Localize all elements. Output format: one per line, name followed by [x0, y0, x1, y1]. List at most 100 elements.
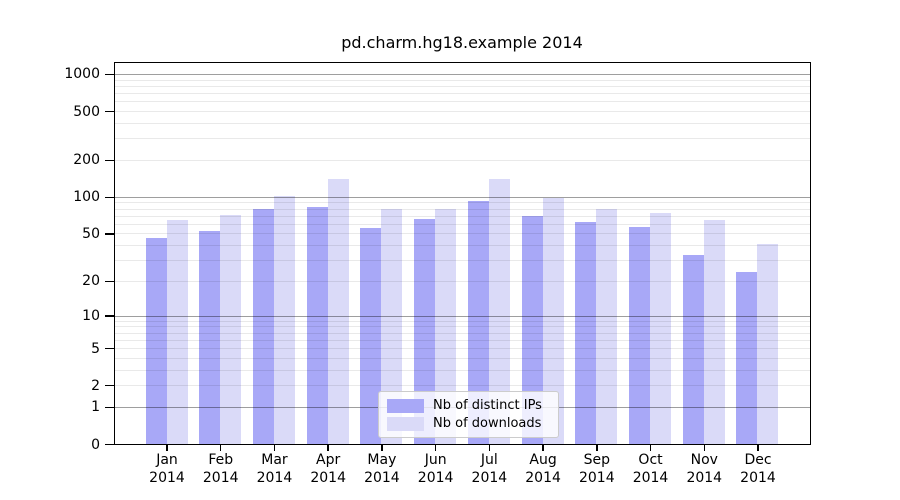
bar-jan-downloads: [166, 219, 188, 444]
y-tick-mark-1: [105, 406, 114, 409]
gridline-7: [115, 332, 810, 334]
bar-dec-distinct-ips: [736, 271, 758, 444]
bar-mar-distinct-ips: [252, 208, 274, 444]
x-tick-label-sep: Sep: [583, 452, 610, 468]
bar-aug-downloads: [542, 198, 564, 444]
legend-entry-distinct-ips: Nb of distinct IPs: [387, 398, 550, 413]
gridline-8: [115, 326, 810, 328]
bar-feb-distinct-ips: [199, 231, 221, 444]
x-tick-label-feb: Feb: [208, 452, 234, 468]
x-tick-mark-sep: [596, 444, 598, 451]
x-tick-year-may: 2014: [364, 470, 400, 486]
y-tick-label-20: 20: [82, 273, 100, 290]
x-tick-mark-jul: [488, 444, 491, 451]
x-tick-mark-aug: [542, 444, 544, 451]
y-tick-label-10: 10: [82, 308, 100, 325]
x-tick-label-jul: Jul: [480, 452, 498, 468]
legend-swatch-downloads: [387, 416, 424, 431]
x-tick-label-nov: Nov: [690, 452, 718, 468]
x-tick-year-nov: 2014: [686, 470, 723, 486]
gridline-600: [115, 101, 810, 103]
y-tick-mark-20: [105, 280, 114, 283]
x-tick-label-jan: Jan: [156, 452, 178, 468]
x-tick-year-jun: 2014: [417, 470, 454, 486]
bar-jun-distinct-ips: [414, 218, 436, 444]
x-tick-mark-may: [381, 444, 383, 451]
bar-aug-distinct-ips: [521, 216, 543, 444]
gridline-80: [115, 208, 810, 210]
gridline-70: [115, 215, 810, 217]
x-tick-mark-jun: [434, 444, 437, 451]
gridline-30: [115, 260, 810, 262]
y-tick-mark-2: [105, 384, 114, 387]
bar-oct-downloads: [650, 212, 672, 444]
gridline-300: [115, 138, 810, 140]
x-tick-mark-apr: [327, 444, 329, 451]
x-tick-label-dec: Dec: [744, 452, 772, 468]
y-tick-mark-5: [105, 347, 114, 350]
x-tick-label-aug: Aug: [529, 452, 557, 468]
gridline-100: [115, 196, 810, 198]
bar-oct-distinct-ips: [629, 226, 651, 444]
bar-jan-distinct-ips: [145, 237, 167, 444]
y-tick-label-2: 2: [91, 377, 100, 394]
bar-jun-downloads: [435, 208, 457, 444]
bar-nov-distinct-ips: [682, 255, 704, 444]
x-tick-year-mar: 2014: [256, 470, 293, 486]
x-tick-label-mar: Mar: [261, 452, 288, 468]
gridline-1000: [115, 73, 810, 75]
bar-apr-distinct-ips: [306, 207, 328, 444]
chart-title: pd.charm.hg18.example 2014: [341, 33, 583, 52]
y-tick-label-5: 5: [91, 340, 100, 357]
bar-sep-distinct-ips: [575, 222, 597, 444]
x-tick-mark-dec: [757, 444, 759, 451]
x-tick-label-oct: Oct: [638, 452, 663, 468]
bar-apr-downloads: [327, 178, 349, 444]
bar-dec-downloads: [757, 243, 779, 444]
bars-layer: [115, 63, 810, 444]
x-tick-year-dec: 2014: [740, 470, 776, 486]
x-tick-year-jan: 2014: [149, 470, 185, 486]
gridline-90: [115, 202, 810, 204]
legend-swatch-distinct-ips: [387, 398, 424, 413]
bar-nov-downloads: [703, 219, 725, 444]
bar-mar-downloads: [273, 196, 295, 444]
x-tick-year-oct: 2014: [632, 470, 669, 486]
gridline-2: [115, 385, 810, 387]
y-tick-mark-10: [105, 315, 114, 317]
x-tick-mark-nov: [703, 444, 705, 451]
x-tick-mark-oct: [649, 444, 652, 451]
gridline-50: [115, 233, 810, 235]
x-tick-label-jun: Jun: [424, 452, 447, 468]
legend-label-distinct-ips: Nb of distinct IPs: [433, 398, 542, 413]
bar-jul-distinct-ips: [467, 201, 489, 444]
y-tick-label-500: 500: [73, 103, 100, 120]
gridline-700: [115, 93, 810, 95]
bar-sep-downloads: [596, 208, 618, 444]
y-tick-mark-50: [105, 233, 114, 235]
x-tick-label-apr: Apr: [316, 452, 341, 468]
x-tick-year-apr: 2014: [310, 470, 346, 486]
y-tick-mark-200: [105, 159, 114, 162]
x-tick-mark-jan: [166, 444, 168, 451]
y-tick-label-200: 200: [73, 152, 100, 169]
x-tick-year-aug: 2014: [525, 470, 561, 486]
x-tick-year-feb: 2014: [202, 470, 239, 486]
x-tick-mark-mar: [273, 444, 276, 451]
gridline-900: [115, 79, 810, 81]
legend-entry-downloads: Nb of downloads: [387, 416, 550, 431]
x-tick-year-jul: 2014: [471, 470, 508, 486]
x-tick-label-may: May: [367, 452, 397, 468]
gridline-500: [115, 111, 810, 113]
y-tick-label-1: 1: [91, 399, 100, 416]
gridline-6: [115, 339, 810, 341]
y-tick-label-100: 100: [73, 189, 100, 206]
gridline-40: [115, 245, 810, 247]
y-tick-label-0: 0: [91, 436, 100, 453]
bar-may-distinct-ips: [360, 228, 382, 444]
gridline-3: [115, 369, 810, 371]
y-tick-mark-1000: [105, 73, 114, 76]
legend: Nb of distinct IPs Nb of downloads: [378, 391, 559, 438]
y-tick-mark-100: [105, 196, 114, 199]
